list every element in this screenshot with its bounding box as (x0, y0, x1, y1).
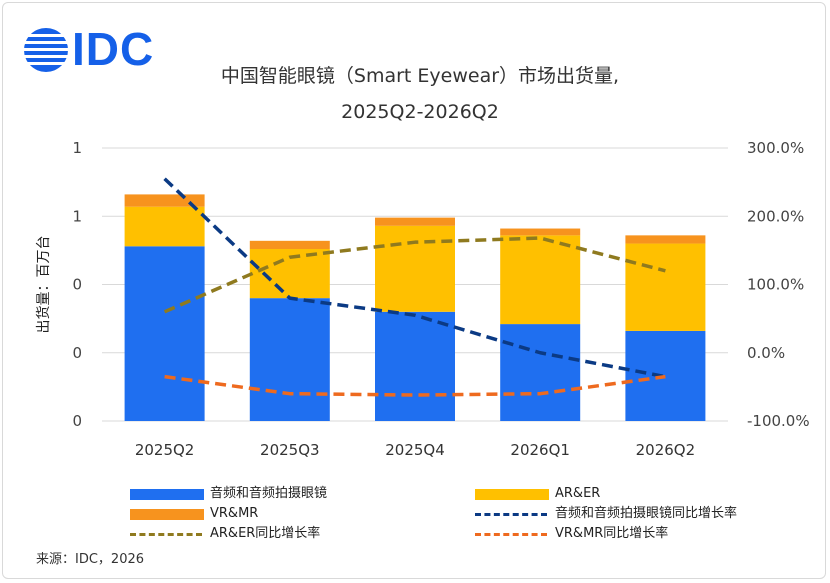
y2-tick-label: 0.0% (747, 344, 785, 362)
x-tick-label: 2025Q4 (385, 441, 445, 459)
source-note: 来源：IDC，2026 (36, 552, 145, 567)
bar-segment (249, 240, 330, 250)
bar-segment (375, 225, 455, 312)
y-tick-label: 1 (72, 139, 82, 157)
y-axis-title: 出货量：百万台 (35, 236, 52, 334)
series-line (163, 177, 666, 379)
bar-segment (375, 217, 455, 226)
legend-line-swatch (475, 513, 547, 516)
bar-segment (625, 330, 706, 421)
y2-tick-label: 200.0% (747, 207, 804, 225)
legend-line-swatch (130, 533, 202, 536)
legend-item: VR&MR同比增长率 (475, 526, 775, 542)
legend-item: 音频和音频拍摄眼镜同比增长率 (475, 506, 775, 522)
x-tick-label: 2025Q2 (135, 441, 195, 459)
bar-segment (625, 243, 706, 331)
legend-item: VR&MR (130, 506, 430, 522)
bar-segment (625, 235, 706, 244)
y-tick-label: 0 (72, 412, 82, 430)
y-tick-label: 0 (72, 344, 82, 362)
series-line (164, 374, 666, 397)
y2-tick-label: 300.0% (747, 139, 804, 157)
chart-subtitle: 2025Q2-2026Q2 (341, 101, 499, 123)
legend-item: AR&ER同比增长率 (130, 526, 430, 542)
bar-segment (249, 298, 330, 421)
y2-tick-label: -100.0% (747, 412, 810, 430)
legend-line-swatch (475, 533, 547, 536)
legend-label: VR&MR (210, 506, 259, 521)
bar-segment (500, 324, 581, 421)
legend-swatch (475, 489, 549, 500)
idc-logo-icon (22, 28, 70, 72)
legend-label: 音频和音频拍摄眼镜 (210, 486, 328, 501)
legend-label: 音频和音频拍摄眼镜同比增长率 (555, 506, 738, 521)
x-tick-label: 2026Q1 (510, 441, 570, 459)
legend-item: 音频和音频拍摄眼镜 (130, 486, 430, 502)
chart-title: 中国智能眼镜（Smart Eyewear）市场出货量, (220, 65, 620, 87)
legend-label: AR&ER (555, 486, 601, 501)
bar-segment (124, 206, 205, 247)
idc-logo-text: IDC (72, 23, 155, 75)
y-tick-label: 1 (72, 207, 82, 225)
legend-label: VR&MR同比增长率 (555, 526, 669, 541)
y2-tick-label: 100.0% (747, 276, 804, 294)
legend-item: AR&ER (475, 486, 775, 502)
y-tick-label: 0 (72, 276, 82, 294)
legend-swatch (130, 489, 204, 500)
x-tick-label: 2025Q3 (260, 441, 320, 459)
bar-segment (124, 246, 205, 421)
legend-swatch (130, 509, 204, 520)
x-tick-label: 2026Q2 (636, 441, 696, 459)
series-line (163, 236, 666, 314)
bar-segment (500, 235, 581, 325)
bar-segment (375, 311, 455, 421)
legend-label: AR&ER同比增长率 (210, 526, 321, 541)
bar-segment (500, 228, 581, 236)
